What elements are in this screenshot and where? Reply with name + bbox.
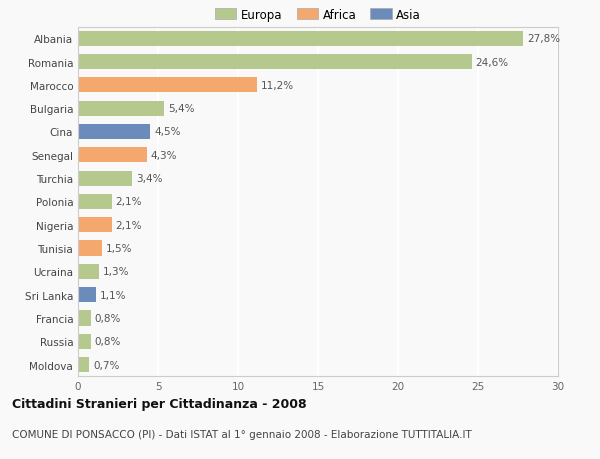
Bar	[78, 334, 91, 349]
Text: 1,3%: 1,3%	[103, 267, 130, 277]
Bar	[78, 311, 91, 326]
Bar	[78, 171, 133, 186]
Text: 4,5%: 4,5%	[154, 127, 181, 137]
Bar	[78, 78, 257, 93]
Text: 11,2%: 11,2%	[261, 81, 295, 91]
Text: 27,8%: 27,8%	[527, 34, 560, 44]
Text: 2,1%: 2,1%	[116, 220, 142, 230]
Text: 1,5%: 1,5%	[106, 243, 133, 253]
Text: 0,7%: 0,7%	[93, 360, 119, 370]
Text: 2,1%: 2,1%	[116, 197, 142, 207]
Bar	[78, 125, 150, 140]
Bar	[78, 241, 102, 256]
Text: COMUNE DI PONSACCO (PI) - Dati ISTAT al 1° gennaio 2008 - Elaborazione TUTTITALI: COMUNE DI PONSACCO (PI) - Dati ISTAT al …	[12, 429, 472, 439]
Text: 4,3%: 4,3%	[151, 151, 178, 161]
Bar	[78, 218, 112, 233]
Text: 3,4%: 3,4%	[136, 174, 163, 184]
Bar	[78, 32, 523, 47]
Bar	[78, 101, 164, 117]
Text: 5,4%: 5,4%	[169, 104, 195, 114]
Bar	[78, 357, 89, 372]
Bar	[78, 264, 99, 279]
Legend: Europa, Africa, Asia: Europa, Africa, Asia	[210, 4, 426, 26]
Text: 1,1%: 1,1%	[100, 290, 126, 300]
Text: Cittadini Stranieri per Cittadinanza - 2008: Cittadini Stranieri per Cittadinanza - 2…	[12, 397, 307, 410]
Text: 0,8%: 0,8%	[95, 336, 121, 347]
Bar	[78, 55, 472, 70]
Bar	[78, 195, 112, 209]
Text: 24,6%: 24,6%	[476, 57, 509, 67]
Text: 0,8%: 0,8%	[95, 313, 121, 323]
Bar	[78, 148, 147, 163]
Bar	[78, 287, 95, 302]
